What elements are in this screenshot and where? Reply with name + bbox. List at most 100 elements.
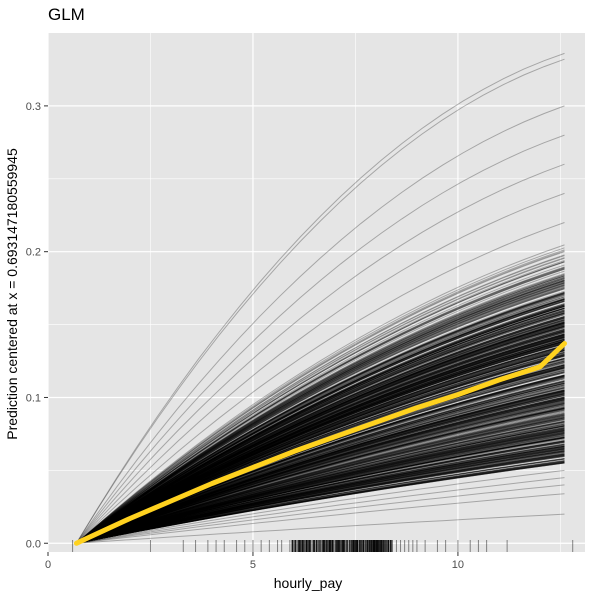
ice-line: [76, 344, 565, 544]
ice-line: [76, 292, 565, 544]
ice-line: [76, 420, 565, 544]
ice-line: [76, 447, 565, 544]
ice-line: [76, 407, 565, 544]
ice-line: [76, 444, 565, 544]
ice-line: [76, 437, 565, 544]
ice-line: [76, 424, 565, 544]
ice-line: [76, 436, 565, 544]
ice-line: [76, 406, 565, 544]
ice-line: [76, 338, 565, 544]
ice-line: [76, 342, 565, 544]
ice-line: [76, 347, 565, 544]
ice-line: [76, 437, 565, 544]
ice-line: [76, 251, 565, 544]
ice-line: [76, 334, 565, 544]
ice-line: [76, 331, 565, 544]
y-tick-label: 0.1: [26, 392, 41, 404]
ice-line: [76, 452, 565, 544]
ice-line: [76, 399, 565, 544]
ice-line: [76, 390, 565, 544]
ice-line: [76, 412, 565, 544]
ice-line: [76, 325, 565, 544]
ice-line: [76, 290, 565, 544]
ice-line: [76, 462, 565, 544]
ice-line: [76, 392, 565, 544]
ice-line: [76, 425, 565, 544]
ice-line: [76, 337, 565, 544]
ice-line: [76, 445, 565, 544]
y-tick-label: 0.3: [26, 101, 41, 113]
ice-line: [76, 396, 565, 544]
ice-line: [76, 347, 565, 544]
ice-line: [76, 441, 565, 544]
ice-line: [76, 325, 565, 544]
ice-line: [76, 339, 565, 544]
ice-line: [76, 435, 565, 544]
x-tick-label: 10: [452, 559, 464, 571]
ice-line: [76, 431, 565, 544]
ice-line: [76, 380, 565, 544]
ice-line: [76, 394, 565, 544]
ice-line: [76, 449, 565, 544]
ice-line: [76, 441, 565, 544]
ice-line: [76, 438, 565, 544]
ice-line: [76, 440, 565, 544]
ice-line: [76, 268, 565, 544]
ice-line: [76, 325, 565, 544]
ice-line: [76, 425, 565, 544]
ice-line: [76, 418, 565, 544]
ice-line: [76, 343, 565, 544]
ice-line: [76, 403, 565, 544]
ice-line: [76, 391, 565, 544]
ice-line: [76, 318, 565, 544]
ice-line: [76, 404, 565, 544]
ice-line: [76, 341, 565, 544]
ice-line: [76, 343, 565, 544]
ice-line: [76, 298, 565, 544]
x-axis: 0 5 10: [45, 552, 464, 571]
ice-line: [76, 453, 565, 544]
ice-line: [76, 386, 565, 544]
ice-line: [76, 275, 565, 544]
ice-line: [76, 351, 565, 544]
ice-line: [76, 343, 565, 544]
ice-line: [76, 399, 565, 544]
ice-line: [76, 397, 565, 544]
ice-line: [76, 299, 565, 544]
ice-line: [76, 270, 565, 544]
ice-line: [76, 399, 565, 544]
ice-line: [76, 295, 565, 544]
ice-line: [76, 322, 565, 544]
ice-line: [76, 407, 565, 544]
ice-line: [76, 387, 565, 544]
ice-line: [76, 307, 565, 544]
ice-line: [76, 436, 565, 544]
ice-line: [76, 434, 565, 544]
ice-line: [76, 334, 565, 544]
ice-line: [76, 417, 565, 544]
ice-line: [76, 297, 565, 544]
ice-line: [76, 455, 565, 544]
ice-line: [76, 443, 565, 544]
ice-line: [76, 345, 565, 544]
ice-line: [76, 392, 565, 544]
ice-line: [76, 319, 565, 544]
ice-line: [76, 417, 565, 544]
ice-line: [76, 316, 565, 544]
ice-line: [76, 301, 565, 544]
ice-line: [76, 409, 565, 544]
ice-line: [76, 394, 565, 544]
ice-line: [76, 427, 565, 544]
ice-line: [76, 421, 565, 544]
ice-line: [76, 325, 565, 544]
ice-line: [76, 458, 565, 544]
ice-line: [76, 408, 565, 544]
ice-line: [76, 329, 565, 544]
ice-line: [76, 278, 565, 544]
ice-line: [76, 396, 565, 544]
ice-line: [76, 447, 565, 544]
ice-line: [76, 400, 565, 544]
ice-line: [76, 387, 565, 544]
ice-line: [76, 415, 565, 544]
ice-line: [76, 273, 565, 544]
